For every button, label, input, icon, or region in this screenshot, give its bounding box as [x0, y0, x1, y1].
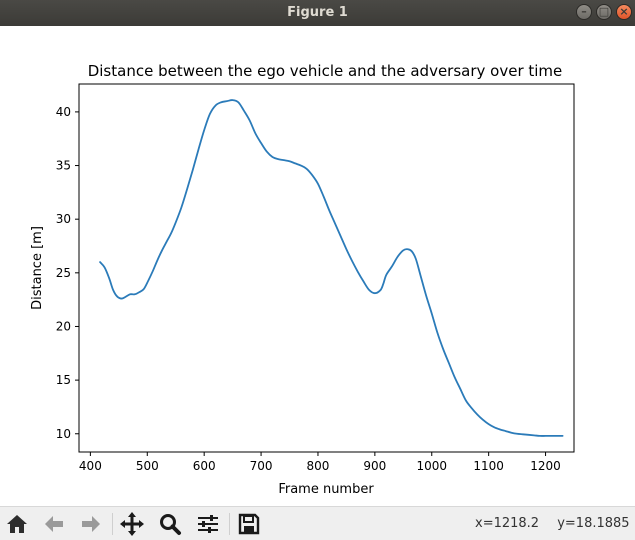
close-button[interactable]: ×: [616, 4, 632, 20]
forward-button[interactable]: [78, 511, 104, 537]
y-tick-label: 20: [56, 319, 71, 333]
window-title: Figure 1: [287, 5, 348, 20]
x-tick-label: 400: [79, 459, 102, 473]
x-tick-label: 800: [307, 459, 330, 473]
zoom-icon: [160, 514, 181, 535]
y-tick-label: 10: [56, 427, 71, 441]
maximize-button[interactable]: □: [596, 4, 612, 20]
x-tick-label: 500: [136, 459, 159, 473]
x-tick-label: 900: [363, 459, 386, 473]
line-chart[interactable]: Distance between the ego vehicle and the…: [0, 26, 635, 506]
y-tick-label: 25: [56, 266, 71, 280]
cursor-x-readout: x=1218.2: [475, 516, 540, 531]
x-tick-label: 1000: [416, 459, 447, 473]
x-tick-label: 1100: [473, 459, 504, 473]
toolbar-separator: [229, 513, 230, 535]
plot-frame: [78, 83, 575, 453]
cursor-y-readout: y=18.1885: [557, 516, 630, 531]
configure-subplots-icon: [198, 515, 218, 533]
title-bar[interactable]: Figure 1 – □ ×: [0, 0, 635, 26]
figure-canvas[interactable]: Distance between the ego vehicle and the…: [0, 26, 635, 506]
x-tick-label: 1200: [530, 459, 561, 473]
x-tick-label: 600: [193, 459, 216, 473]
home-icon: [7, 515, 27, 533]
x-axis-label: Frame number: [278, 482, 374, 497]
chart-title: Distance between the ego vehicle and the…: [88, 62, 563, 80]
navigation-toolbar: x=1218.2 y=18.1885: [0, 506, 635, 540]
x-axis: 400 500 600 700 800 900 1000 1100 1200: [79, 452, 561, 473]
y-tick-label: 40: [56, 105, 71, 119]
y-axis-label: Distance [m]: [30, 226, 45, 310]
cursor-coordinates: x=1218.2 y=18.1885: [470, 507, 630, 540]
back-icon: [45, 516, 63, 532]
home-button[interactable]: [4, 511, 30, 537]
minimize-button[interactable]: –: [576, 4, 592, 20]
configure-subplots-button[interactable]: [195, 511, 221, 537]
y-tick-label: 30: [56, 212, 71, 226]
toolbar-separator: [112, 513, 113, 535]
y-tick-label: 15: [56, 373, 71, 387]
save-button[interactable]: [236, 511, 262, 537]
x-tick-label: 700: [250, 459, 273, 473]
pan-icon: [120, 512, 144, 536]
y-tick-label: 35: [56, 159, 71, 173]
back-button[interactable]: [41, 511, 67, 537]
pan-button[interactable]: [119, 511, 145, 537]
zoom-button[interactable]: [157, 511, 183, 537]
y-axis: 10 15 20 25 30 35 40: [56, 105, 79, 441]
forward-icon: [82, 516, 100, 532]
save-icon: [238, 513, 260, 535]
distance-series-line: [99, 99, 564, 437]
